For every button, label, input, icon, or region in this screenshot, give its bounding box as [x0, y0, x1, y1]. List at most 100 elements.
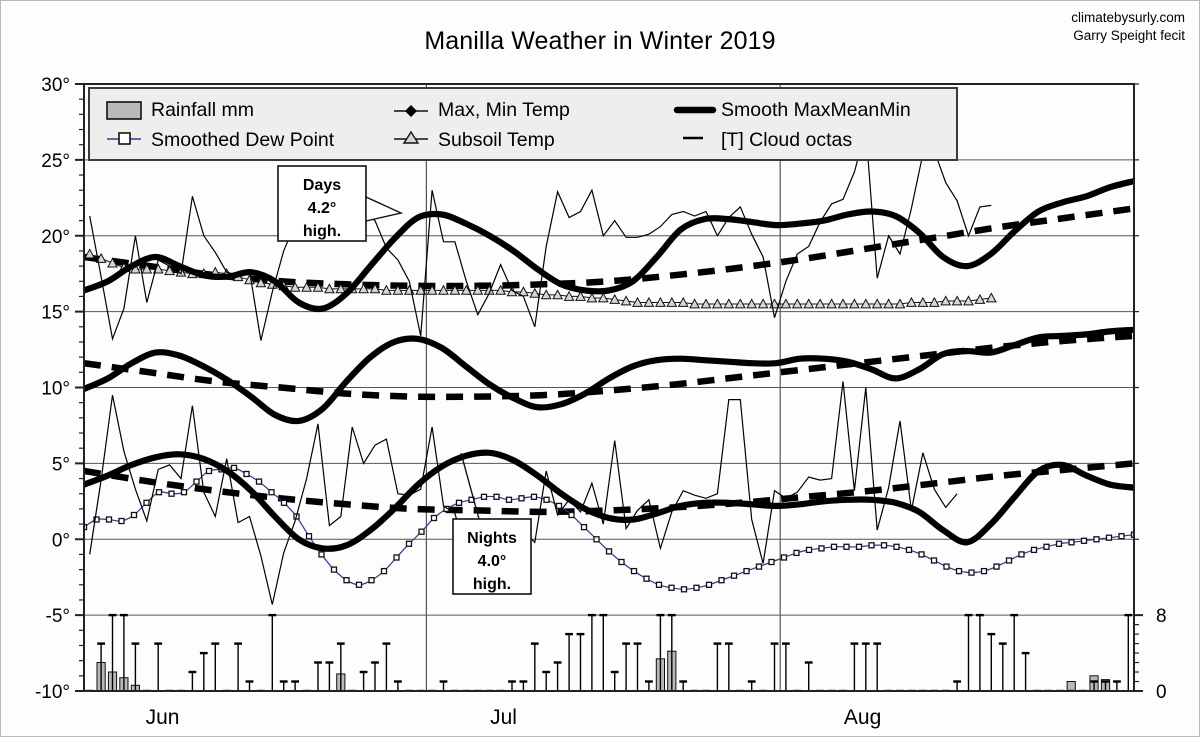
dew-point-marker — [107, 517, 112, 522]
dew-point-marker — [157, 490, 162, 495]
right-tick-label: 8 — [1156, 606, 1167, 627]
dew-point-marker — [194, 479, 199, 484]
y-tick-label: 10° — [41, 379, 70, 400]
dew-point-marker — [932, 558, 937, 563]
dew-point-marker — [1057, 541, 1062, 546]
legend-item-label: Max, Min Temp — [438, 99, 570, 121]
dew-point-marker — [894, 544, 899, 549]
dew-point-marker — [369, 578, 374, 583]
days-annotation-line: Days — [303, 177, 341, 194]
subsoil-temp-marker — [85, 249, 94, 258]
dew-point-marker — [844, 544, 849, 549]
nights-annotation-line: Nights — [467, 530, 517, 547]
dew-point-marker — [519, 496, 524, 501]
dew-point-marker — [682, 587, 687, 592]
days-annotation-line: 4.2° — [308, 200, 337, 217]
dew-point-marker — [419, 529, 424, 534]
dew-point-marker — [244, 472, 249, 477]
dew-point-marker — [1082, 538, 1087, 543]
dew-point-marker — [282, 500, 287, 505]
nights-annotation-line: high. — [473, 576, 511, 593]
dew-point-marker — [719, 578, 724, 583]
dew-point-marker — [382, 569, 387, 574]
dew-point-marker — [144, 500, 149, 505]
dew-point-marker — [207, 469, 212, 474]
dew-point-marker — [394, 555, 399, 560]
dew-point-marker — [482, 494, 487, 499]
dew-point-marker — [1007, 558, 1012, 563]
y-tick-label: 25° — [41, 151, 70, 172]
days-annotation-line: high. — [303, 223, 341, 240]
dew-point-marker — [669, 585, 674, 590]
dew-point-marker — [557, 503, 562, 508]
smooth-smooth-min — [84, 453, 1134, 549]
dew-point-marker — [344, 578, 349, 583]
dew-point-marker — [919, 552, 924, 557]
days-annotation-leader — [366, 197, 401, 221]
dew-point-marker — [332, 567, 337, 572]
dew-point-marker — [1044, 544, 1049, 549]
dew-point-marker — [644, 576, 649, 581]
y-tick-label: 15° — [41, 303, 70, 324]
nights-annotation-line: 4.0° — [478, 553, 507, 570]
dew-point-marker — [132, 513, 137, 518]
legend-item-label: Subsoil Temp — [438, 129, 555, 151]
dew-point-marker — [857, 544, 862, 549]
dew-point-marker — [744, 569, 749, 574]
dew-point-marker — [657, 582, 662, 587]
dew-point-marker — [819, 546, 824, 551]
dew-point-marker — [119, 519, 124, 524]
legend-item-label: [T] Cloud octas — [721, 129, 852, 151]
dew-point-marker — [432, 516, 437, 521]
dew-point-marker — [1069, 540, 1074, 545]
dew-point-marker — [957, 569, 962, 574]
dew-point-marker — [1107, 535, 1112, 540]
dew-point-marker — [1032, 547, 1037, 552]
dew-point-marker — [319, 552, 324, 557]
max-temp-line — [90, 130, 992, 341]
y-tick-label: 30° — [41, 75, 70, 96]
dew-point-marker — [269, 490, 274, 495]
y-tick-label: 5° — [52, 454, 70, 475]
dew-point-marker — [882, 543, 887, 548]
dew-point-marker — [307, 534, 312, 539]
dew-point-marker — [594, 537, 599, 542]
dew-point-marker — [407, 541, 412, 546]
dew-point-marker — [782, 555, 787, 560]
dew-point-marker — [457, 500, 462, 505]
legend-item-label: Smoothed Dew Point — [151, 129, 335, 151]
y-tick-label: 20° — [41, 227, 70, 248]
smooth-smooth-max — [84, 181, 1134, 309]
legend-item-label: Rainfall mm — [151, 99, 254, 121]
dew-point-marker — [757, 564, 762, 569]
dew-point-marker — [494, 494, 499, 499]
y-tick-label: -10° — [35, 682, 70, 703]
rainfall-bar — [1067, 682, 1075, 692]
dew-point-marker — [969, 570, 974, 575]
dew-point-marker — [232, 465, 237, 470]
dew-point-marker — [532, 494, 537, 499]
legend-item-label: Smooth MaxMeanMin — [721, 99, 911, 121]
dew-point-marker — [982, 569, 987, 574]
legend-item[interactable]: Rainfall mm — [107, 99, 254, 121]
dew-point-marker — [632, 569, 637, 574]
dew-point-marker — [544, 497, 549, 502]
dew-point-marker — [1094, 537, 1099, 542]
right-tick-label: 0 — [1156, 682, 1167, 703]
legend-layer[interactable]: Rainfall mm Max, Min Temp Smooth MaxMeanMi… — [89, 88, 957, 160]
x-axis-month-label: Jun — [146, 706, 180, 729]
dew-point-marker — [694, 585, 699, 590]
y-tick-label: 0° — [52, 530, 70, 551]
dew-point-marker — [1119, 534, 1124, 539]
dew-point-marker — [907, 547, 912, 552]
dew-point-marker — [182, 490, 187, 495]
dew-point-marker — [807, 547, 812, 552]
dew-point-marker — [1019, 552, 1024, 557]
x-axis-month-label: Jul — [490, 706, 517, 729]
dew-point-marker — [707, 582, 712, 587]
dew-point-marker — [619, 560, 624, 565]
legend-rainfall-swatch — [107, 102, 141, 119]
